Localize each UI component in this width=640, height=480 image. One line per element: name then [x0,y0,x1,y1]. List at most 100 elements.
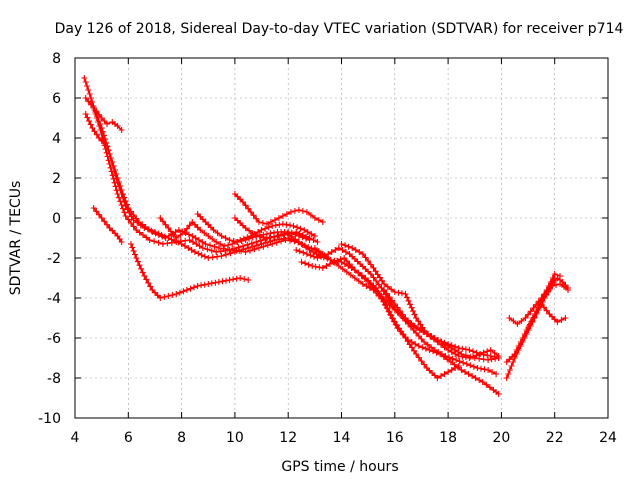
data-point-marker [223,251,229,258]
data-point-marker [472,375,479,381]
data-point-marker [278,232,285,239]
data-point-marker [86,118,92,124]
data-point-marker [251,246,258,253]
data-point-marker [356,249,363,255]
data-point-marker [189,233,196,239]
data-point-marker [88,95,94,101]
series-line [383,289,500,359]
data-point-marker [239,243,246,249]
data-point-marker [557,281,563,287]
data-point-marker [145,280,152,286]
data-point-marker [189,219,196,225]
data-point-marker [384,283,391,290]
data-point-marker [478,365,484,372]
data-point-marker [466,355,473,361]
data-point-marker [295,207,302,213]
data-point-marker [303,235,309,242]
data-point-marker [130,248,137,254]
data-point-marker [234,193,241,200]
data-point-marker [351,275,358,281]
data-point-marker [337,256,344,263]
data-point-marker [444,356,451,363]
data-point-marker [495,391,502,397]
data-point-marker [391,289,398,295]
data-point-marker [178,241,185,247]
data-point-marker [484,352,491,359]
data-point-marker [149,229,156,235]
x-axis-label: GPS time / hours [281,459,398,475]
series-track-4 [90,105,125,133]
data-point-marker [202,219,209,225]
data-point-marker [159,241,166,247]
data-point-marker [402,335,409,341]
data-point-marker [311,215,318,221]
data-point-marker [415,318,422,325]
data-point-marker [84,114,91,121]
data-point-marker [408,304,415,311]
data-point-marker [121,194,128,201]
data-point-marker [438,373,444,379]
data-point-marker [237,196,244,203]
data-point-marker [180,288,187,295]
data-point-marker [176,289,183,296]
data-point-marker [341,255,348,261]
data-point-marker [86,91,93,97]
data-point-marker [130,212,137,218]
data-point-marker [246,235,253,242]
data-point-marker [128,220,134,226]
data-point-marker [98,137,105,144]
data-point-marker [303,251,310,257]
data-point-marker [208,247,215,254]
data-point-marker [122,198,129,204]
data-point-marker [201,281,208,288]
data-point-marker [102,136,109,143]
data-point-marker [451,361,458,368]
series-track-7 [157,215,318,249]
data-point-marker [441,371,448,377]
data-point-marker [418,358,425,364]
data-point-marker [465,371,472,377]
data-point-marker [217,248,224,255]
data-point-marker [98,115,105,121]
data-point-marker [124,201,130,208]
data-point-marker [388,286,395,293]
data-point-marker [218,253,225,259]
data-point-marker [283,211,290,217]
data-point-marker [331,260,338,266]
data-point-marker [165,293,172,299]
data-point-marker [480,351,487,358]
data-point-marker [449,355,456,362]
data-point-marker [201,230,208,236]
plot-grid [75,58,608,418]
x-tick-label: 4 [71,430,80,446]
data-point-marker [438,338,444,345]
data-point-marker [230,238,237,244]
data-point-marker [376,274,383,281]
data-point-marker [238,238,245,244]
data-point-marker [487,347,494,353]
data-point-marker [335,245,342,251]
data-point-marker [310,249,317,255]
data-point-marker [510,318,517,324]
data-point-marker [404,294,410,301]
data-point-marker [89,99,96,105]
data-point-marker [278,238,285,245]
data-point-marker [237,275,244,281]
data-point-marker [279,213,286,219]
x-tick-label: 12 [279,430,297,446]
data-point-marker [218,233,225,239]
data-point-marker [215,279,222,285]
data-point-marker [214,230,221,236]
data-point-marker [399,311,406,318]
data-point-marker [165,225,172,231]
data-point-marker [319,251,326,257]
data-point-marker [549,313,555,320]
data-point-marker [82,79,89,85]
data-point-marker [314,255,321,261]
data-point-marker [299,241,306,248]
data-point-marker [205,281,212,287]
data-point-marker [108,155,114,161]
data-point-marker [551,316,558,323]
data-point-marker [226,277,233,283]
data-point-marker [345,243,352,250]
